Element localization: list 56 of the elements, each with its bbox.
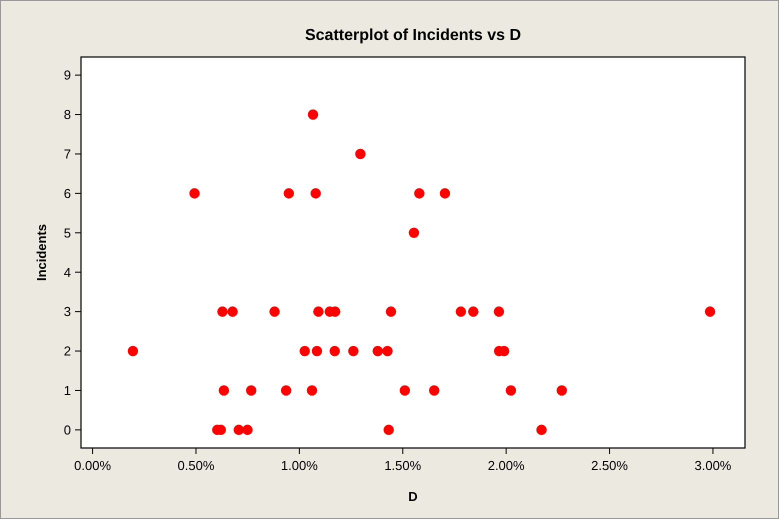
point	[440, 188, 450, 199]
point	[269, 306, 280, 317]
point	[400, 385, 410, 396]
point	[456, 306, 466, 317]
y-tick-label: 8	[64, 107, 71, 122]
y-tick-label: 1	[64, 383, 71, 398]
point	[234, 424, 244, 436]
x-tick-label: 2.50%	[591, 458, 628, 473]
point	[310, 188, 321, 199]
point	[330, 346, 340, 356]
point	[217, 306, 228, 317]
point	[242, 424, 253, 436]
point	[312, 346, 322, 356]
point	[306, 385, 318, 396]
point	[308, 109, 318, 120]
point	[386, 306, 396, 317]
y-tick-label: 0	[64, 422, 71, 438]
y-tick-label: 9	[64, 68, 71, 83]
point	[300, 346, 310, 356]
point	[128, 346, 138, 356]
point	[704, 306, 716, 317]
point	[372, 346, 383, 356]
point	[218, 385, 230, 396]
point	[355, 148, 366, 160]
point	[506, 385, 516, 396]
point	[428, 385, 440, 396]
point	[408, 228, 420, 238]
y-tick-label: 5	[64, 225, 71, 240]
x-tick-label: 1.00%	[280, 458, 318, 473]
point	[246, 385, 256, 396]
point	[280, 385, 292, 396]
point	[556, 385, 567, 396]
point	[536, 424, 547, 436]
point	[227, 306, 238, 317]
x-tick-label: 3.00%	[694, 458, 732, 473]
y-tick-label: 4	[64, 264, 71, 280]
x-tick-label: 0.50%	[178, 458, 215, 473]
y-tick-label: 7	[64, 146, 71, 162]
point	[382, 346, 393, 356]
x-tick-label: 0.00%	[74, 458, 112, 473]
point	[284, 188, 294, 199]
chart-title: Scatterplot of Incidents vs D	[304, 27, 522, 44]
x-axis-title: D	[408, 489, 418, 504]
point	[189, 188, 200, 199]
y-tick-label: 2	[64, 344, 71, 359]
y-axis-title: Incidents	[34, 224, 49, 282]
point	[313, 306, 324, 317]
point	[468, 306, 478, 317]
x-tick-label: 2.00%	[488, 458, 526, 473]
point	[494, 306, 504, 317]
y-tick-label: 6	[64, 186, 71, 201]
point	[348, 346, 359, 356]
y-tick-label: 3	[64, 304, 71, 320]
point	[414, 188, 425, 199]
x-tick-label: 1.50%	[384, 458, 422, 473]
point	[384, 424, 394, 436]
